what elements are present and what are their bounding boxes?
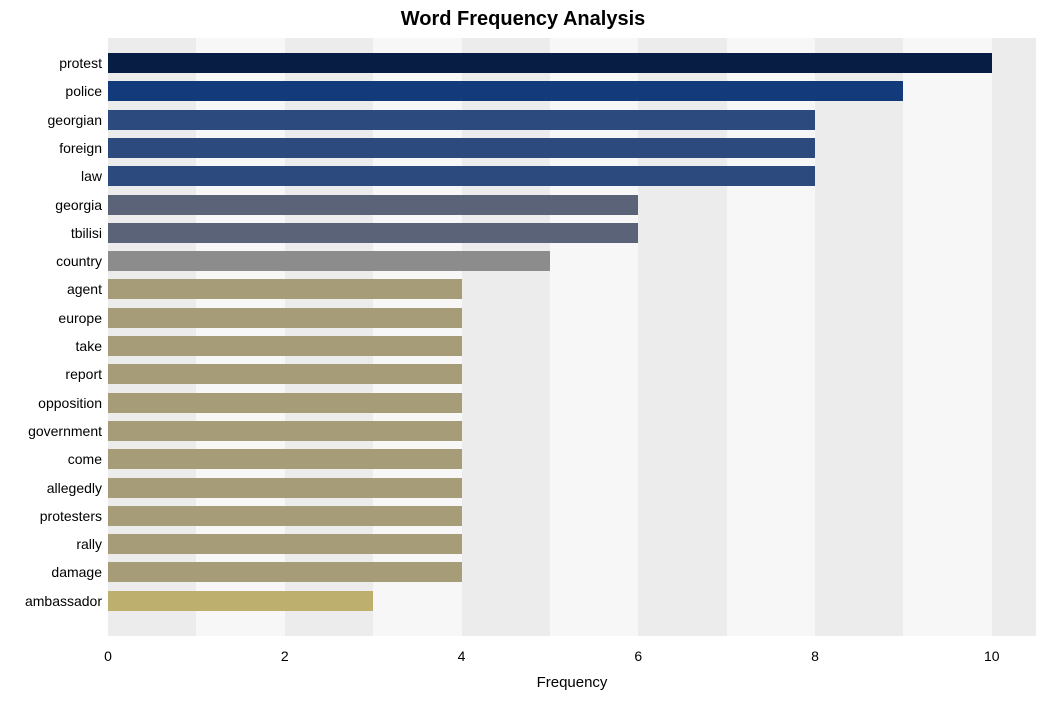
bar	[108, 138, 815, 158]
bar	[108, 591, 373, 611]
x-tick-label: 10	[984, 648, 1000, 664]
y-axis-label: georgia	[55, 197, 108, 213]
bar	[108, 534, 462, 554]
bar-row: ambassador	[108, 591, 1036, 611]
bar-row: law	[108, 166, 1036, 186]
y-axis-label: take	[76, 338, 108, 354]
x-axis-title: Frequency	[537, 674, 608, 691]
y-axis-label: opposition	[38, 395, 108, 411]
y-axis-label: europe	[58, 310, 108, 326]
bar-row: agent	[108, 279, 1036, 299]
bar	[108, 506, 462, 526]
bar-row: protest	[108, 53, 1036, 73]
bar-row: damage	[108, 562, 1036, 582]
bar	[108, 308, 462, 328]
bar	[108, 53, 992, 73]
bar	[108, 195, 638, 215]
y-axis-label: police	[65, 83, 108, 99]
bar	[108, 110, 815, 130]
bar-row: police	[108, 81, 1036, 101]
bar	[108, 364, 462, 384]
bar	[108, 449, 462, 469]
bar-row: protesters	[108, 506, 1036, 526]
x-tick-label: 2	[281, 648, 289, 664]
bar-row: europe	[108, 308, 1036, 328]
y-axis-label: rally	[76, 536, 108, 552]
bar-row: allegedly	[108, 478, 1036, 498]
bar	[108, 81, 903, 101]
y-axis-label: government	[28, 423, 108, 439]
bar-row: foreign	[108, 138, 1036, 158]
y-axis-label: damage	[51, 564, 108, 580]
chart-title: Word Frequency Analysis	[0, 0, 1046, 31]
y-axis-label: protest	[59, 55, 108, 71]
y-axis-label: report	[65, 366, 108, 382]
bar	[108, 562, 462, 582]
y-axis-label: agent	[67, 281, 108, 297]
bar	[108, 393, 462, 413]
x-tick-label: 4	[458, 648, 466, 664]
y-axis-label: protesters	[40, 508, 108, 524]
bar-row: come	[108, 449, 1036, 469]
bar	[108, 223, 638, 243]
bar	[108, 478, 462, 498]
bar-row: government	[108, 421, 1036, 441]
x-tick-label: 8	[811, 648, 819, 664]
y-axis-label: come	[68, 451, 108, 467]
bar-row: report	[108, 364, 1036, 384]
bar-row: georgia	[108, 195, 1036, 215]
bar	[108, 251, 550, 271]
bar-row: country	[108, 251, 1036, 271]
bar-row: rally	[108, 534, 1036, 554]
y-axis-label: tbilisi	[71, 225, 108, 241]
y-axis-label: georgian	[48, 112, 109, 128]
bar-row: take	[108, 336, 1036, 356]
word-frequency-chart: Word Frequency Analysis protestpolicegeo…	[0, 0, 1046, 701]
plot-area: protest police georgian foreign law georgia tb…	[108, 38, 1036, 636]
bar-row: georgian	[108, 110, 1036, 130]
y-axis-label: law	[81, 168, 108, 184]
y-axis-label: allegedly	[47, 480, 108, 496]
bar-row: tbilisi	[108, 223, 1036, 243]
y-axis-label: foreign	[59, 140, 108, 156]
y-axis-label: country	[56, 253, 108, 269]
bar	[108, 421, 462, 441]
x-tick-label: 6	[634, 648, 642, 664]
bar	[108, 336, 462, 356]
bar	[108, 279, 462, 299]
bar	[108, 166, 815, 186]
bar-row: opposition	[108, 393, 1036, 413]
x-tick-label: 0	[104, 648, 112, 664]
y-axis-label: ambassador	[25, 593, 108, 609]
